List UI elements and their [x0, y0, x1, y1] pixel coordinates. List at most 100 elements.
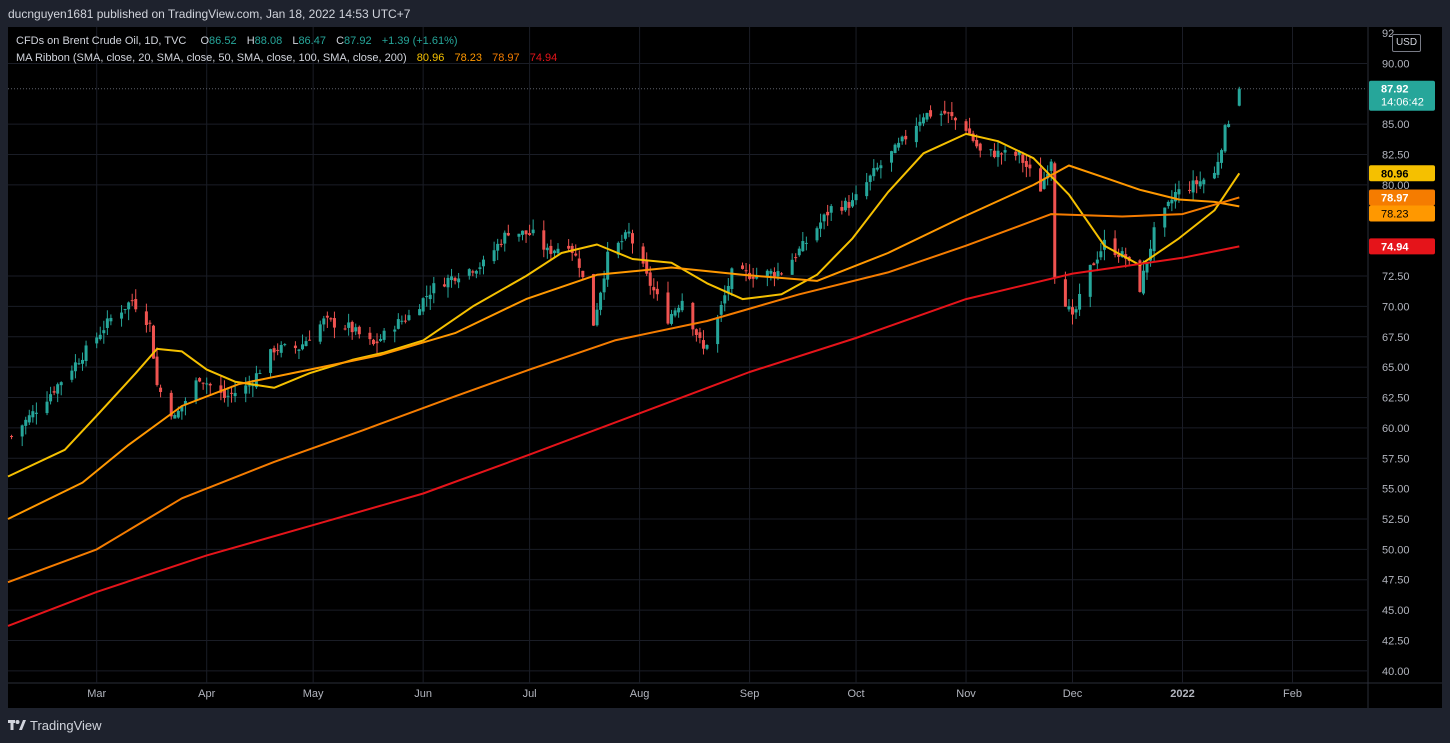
ma-ribbon-label[interactable]: MA Ribbon (SMA, close, 20, SMA, close, 5…: [16, 52, 407, 64]
candle-body: [396, 319, 400, 329]
candle-body: [854, 194, 858, 201]
ma-line-sma-50: [7, 164, 1240, 520]
symbol-name[interactable]: CFDs on Brent Crude Oil, 1D, TVC: [16, 35, 187, 47]
candle-body: [1173, 192, 1177, 202]
candle-body: [130, 300, 134, 302]
candle-body: [52, 391, 56, 393]
candle-body: [1074, 309, 1078, 313]
candle-body: [950, 112, 954, 117]
candle-body: [921, 117, 925, 124]
candle-body: [740, 265, 744, 269]
x-tick-label: Feb: [1283, 688, 1302, 700]
candle-body: [183, 401, 187, 406]
candle-body: [989, 149, 993, 151]
candle-body: [1003, 150, 1007, 153]
candle-body: [77, 363, 81, 365]
candle-body: [521, 230, 525, 235]
x-tick-label: Oct: [847, 688, 864, 700]
candle-body: [648, 272, 652, 286]
candle-body: [393, 329, 397, 332]
last-price-tag-bg: [1369, 80, 1435, 111]
candle-body: [180, 406, 184, 412]
candle-body: [471, 271, 475, 273]
candle-body: [450, 276, 454, 281]
candle-body: [105, 318, 109, 328]
candle-body: [719, 304, 723, 315]
last-price-tag: 87.92: [1381, 84, 1409, 96]
candle-body: [499, 243, 503, 245]
y-tick-label: 55.00: [1382, 484, 1410, 496]
candle-body: [705, 345, 709, 349]
candle-body: [73, 362, 77, 372]
candle-body: [198, 378, 202, 382]
candle-body: [400, 320, 404, 322]
candle-body: [176, 410, 180, 418]
candle-body: [556, 248, 560, 254]
candle-body-last: [1237, 88, 1241, 106]
ma20-legend-value: 80.96: [416, 52, 445, 64]
candle-body: [81, 359, 85, 364]
candle-body: [1067, 306, 1071, 310]
candle-body: [953, 117, 957, 121]
ma20-price-tag: 80.96: [1381, 168, 1409, 180]
ma-line-sma-200: [7, 245, 1240, 627]
candle-body: [1113, 238, 1117, 255]
candle-body: [1145, 262, 1149, 273]
candle-body: [322, 318, 326, 325]
x-tick-label: Dec: [1063, 688, 1083, 700]
candle-body: [1053, 163, 1057, 279]
ma200-legend-value: 74.94: [529, 52, 558, 64]
candle-body: [194, 380, 198, 401]
candle-body: [804, 242, 808, 244]
candle-body: [528, 233, 532, 235]
candle-body: [524, 230, 528, 235]
candle-body: [620, 241, 624, 243]
candle-body: [971, 133, 975, 141]
candle-body: [95, 337, 99, 344]
candle-body: [627, 231, 631, 234]
candle-body: [148, 322, 152, 324]
candle-body: [70, 370, 74, 380]
symbol-legend: CFDs on Brent Crude Oil, 1D, TVC O86.52 …: [16, 35, 458, 47]
candle-body: [1095, 259, 1099, 264]
candle-body: [10, 436, 14, 438]
currency-button[interactable]: USD: [1392, 34, 1421, 52]
candle-body: [531, 229, 535, 234]
candle-body: [897, 142, 901, 148]
ma20-price-tag-bg: [1369, 165, 1435, 182]
y-tick-label: 45.00: [1382, 605, 1410, 617]
ma50-price-tag-bg: [1369, 205, 1435, 222]
y-tick-label: 72.50: [1382, 271, 1410, 283]
open-value: 86.52: [209, 35, 237, 47]
candle-body: [1028, 164, 1032, 169]
candle-body: [368, 332, 372, 340]
candle-body: [652, 287, 656, 291]
candle-body: [421, 298, 425, 312]
candle-body: [1021, 154, 1025, 163]
low-label: L: [292, 35, 299, 47]
candle-body: [893, 144, 897, 154]
candle-body: [123, 308, 127, 310]
candle-body: [453, 277, 457, 281]
candle-body: [1120, 251, 1124, 258]
candle-body: [258, 373, 262, 375]
candle-body: [716, 317, 720, 345]
candle-body: [819, 222, 823, 229]
candle-body: [1042, 178, 1046, 189]
candle-body: [939, 113, 943, 116]
candle-body: [1220, 150, 1224, 163]
candle-body: [769, 270, 773, 274]
candle-body: [975, 139, 979, 147]
candle-body: [84, 345, 88, 362]
x-tick-label: Aug: [630, 688, 650, 700]
candle-body: [425, 296, 429, 298]
tradingview-logo[interactable]: TradingView: [8, 718, 102, 733]
candle-body: [1216, 161, 1220, 175]
candle-body: [946, 112, 950, 114]
publisher-line: ducnguyen1681 published on TradingView.c…: [8, 7, 411, 21]
candle-body: [34, 412, 38, 414]
candle-body: [1088, 264, 1092, 297]
candle-body: [27, 415, 31, 423]
candle-body: [1166, 201, 1170, 207]
